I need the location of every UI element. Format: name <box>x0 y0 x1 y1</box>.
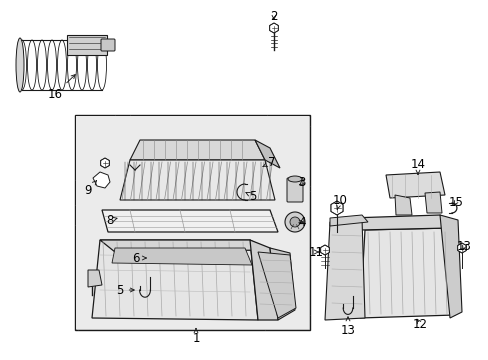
Text: 9: 9 <box>84 181 97 197</box>
Polygon shape <box>424 192 441 213</box>
Text: 13: 13 <box>456 240 470 253</box>
Polygon shape <box>101 158 109 168</box>
FancyBboxPatch shape <box>101 39 115 51</box>
Text: 10: 10 <box>332 194 347 210</box>
Polygon shape <box>93 172 110 188</box>
Text: 12: 12 <box>412 318 427 330</box>
Polygon shape <box>100 240 267 252</box>
Text: 14: 14 <box>409 158 425 174</box>
Polygon shape <box>349 215 449 230</box>
Text: 11: 11 <box>308 246 323 258</box>
Text: 15: 15 <box>447 195 463 208</box>
Text: 4: 4 <box>298 216 305 229</box>
Text: 6: 6 <box>132 252 146 265</box>
Text: 13: 13 <box>340 317 355 337</box>
Polygon shape <box>269 23 278 33</box>
Polygon shape <box>329 215 367 226</box>
Polygon shape <box>320 245 328 255</box>
Text: 16: 16 <box>47 75 75 100</box>
Text: 3: 3 <box>298 176 305 189</box>
Polygon shape <box>67 35 107 55</box>
Ellipse shape <box>16 38 24 92</box>
Text: 8: 8 <box>106 213 117 226</box>
Polygon shape <box>394 195 411 215</box>
Polygon shape <box>130 140 264 160</box>
Text: 5: 5 <box>245 189 256 202</box>
Text: 7: 7 <box>263 156 275 168</box>
Ellipse shape <box>287 176 302 182</box>
Polygon shape <box>92 240 258 320</box>
Polygon shape <box>249 240 278 320</box>
Circle shape <box>289 217 299 227</box>
Polygon shape <box>359 228 454 318</box>
Circle shape <box>285 212 305 232</box>
Text: 5: 5 <box>116 284 134 297</box>
Polygon shape <box>112 248 251 265</box>
Polygon shape <box>102 210 278 232</box>
Polygon shape <box>254 140 280 168</box>
Polygon shape <box>330 201 343 215</box>
Polygon shape <box>258 252 295 318</box>
Text: 2: 2 <box>270 9 277 22</box>
Text: 1: 1 <box>192 329 199 345</box>
Polygon shape <box>325 218 364 320</box>
Polygon shape <box>457 243 466 253</box>
Polygon shape <box>120 160 274 200</box>
FancyBboxPatch shape <box>286 178 303 202</box>
Polygon shape <box>385 172 444 198</box>
Polygon shape <box>439 215 461 318</box>
Bar <box>76 116 308 329</box>
Bar <box>75 115 309 330</box>
Polygon shape <box>88 270 102 287</box>
Polygon shape <box>269 248 294 320</box>
